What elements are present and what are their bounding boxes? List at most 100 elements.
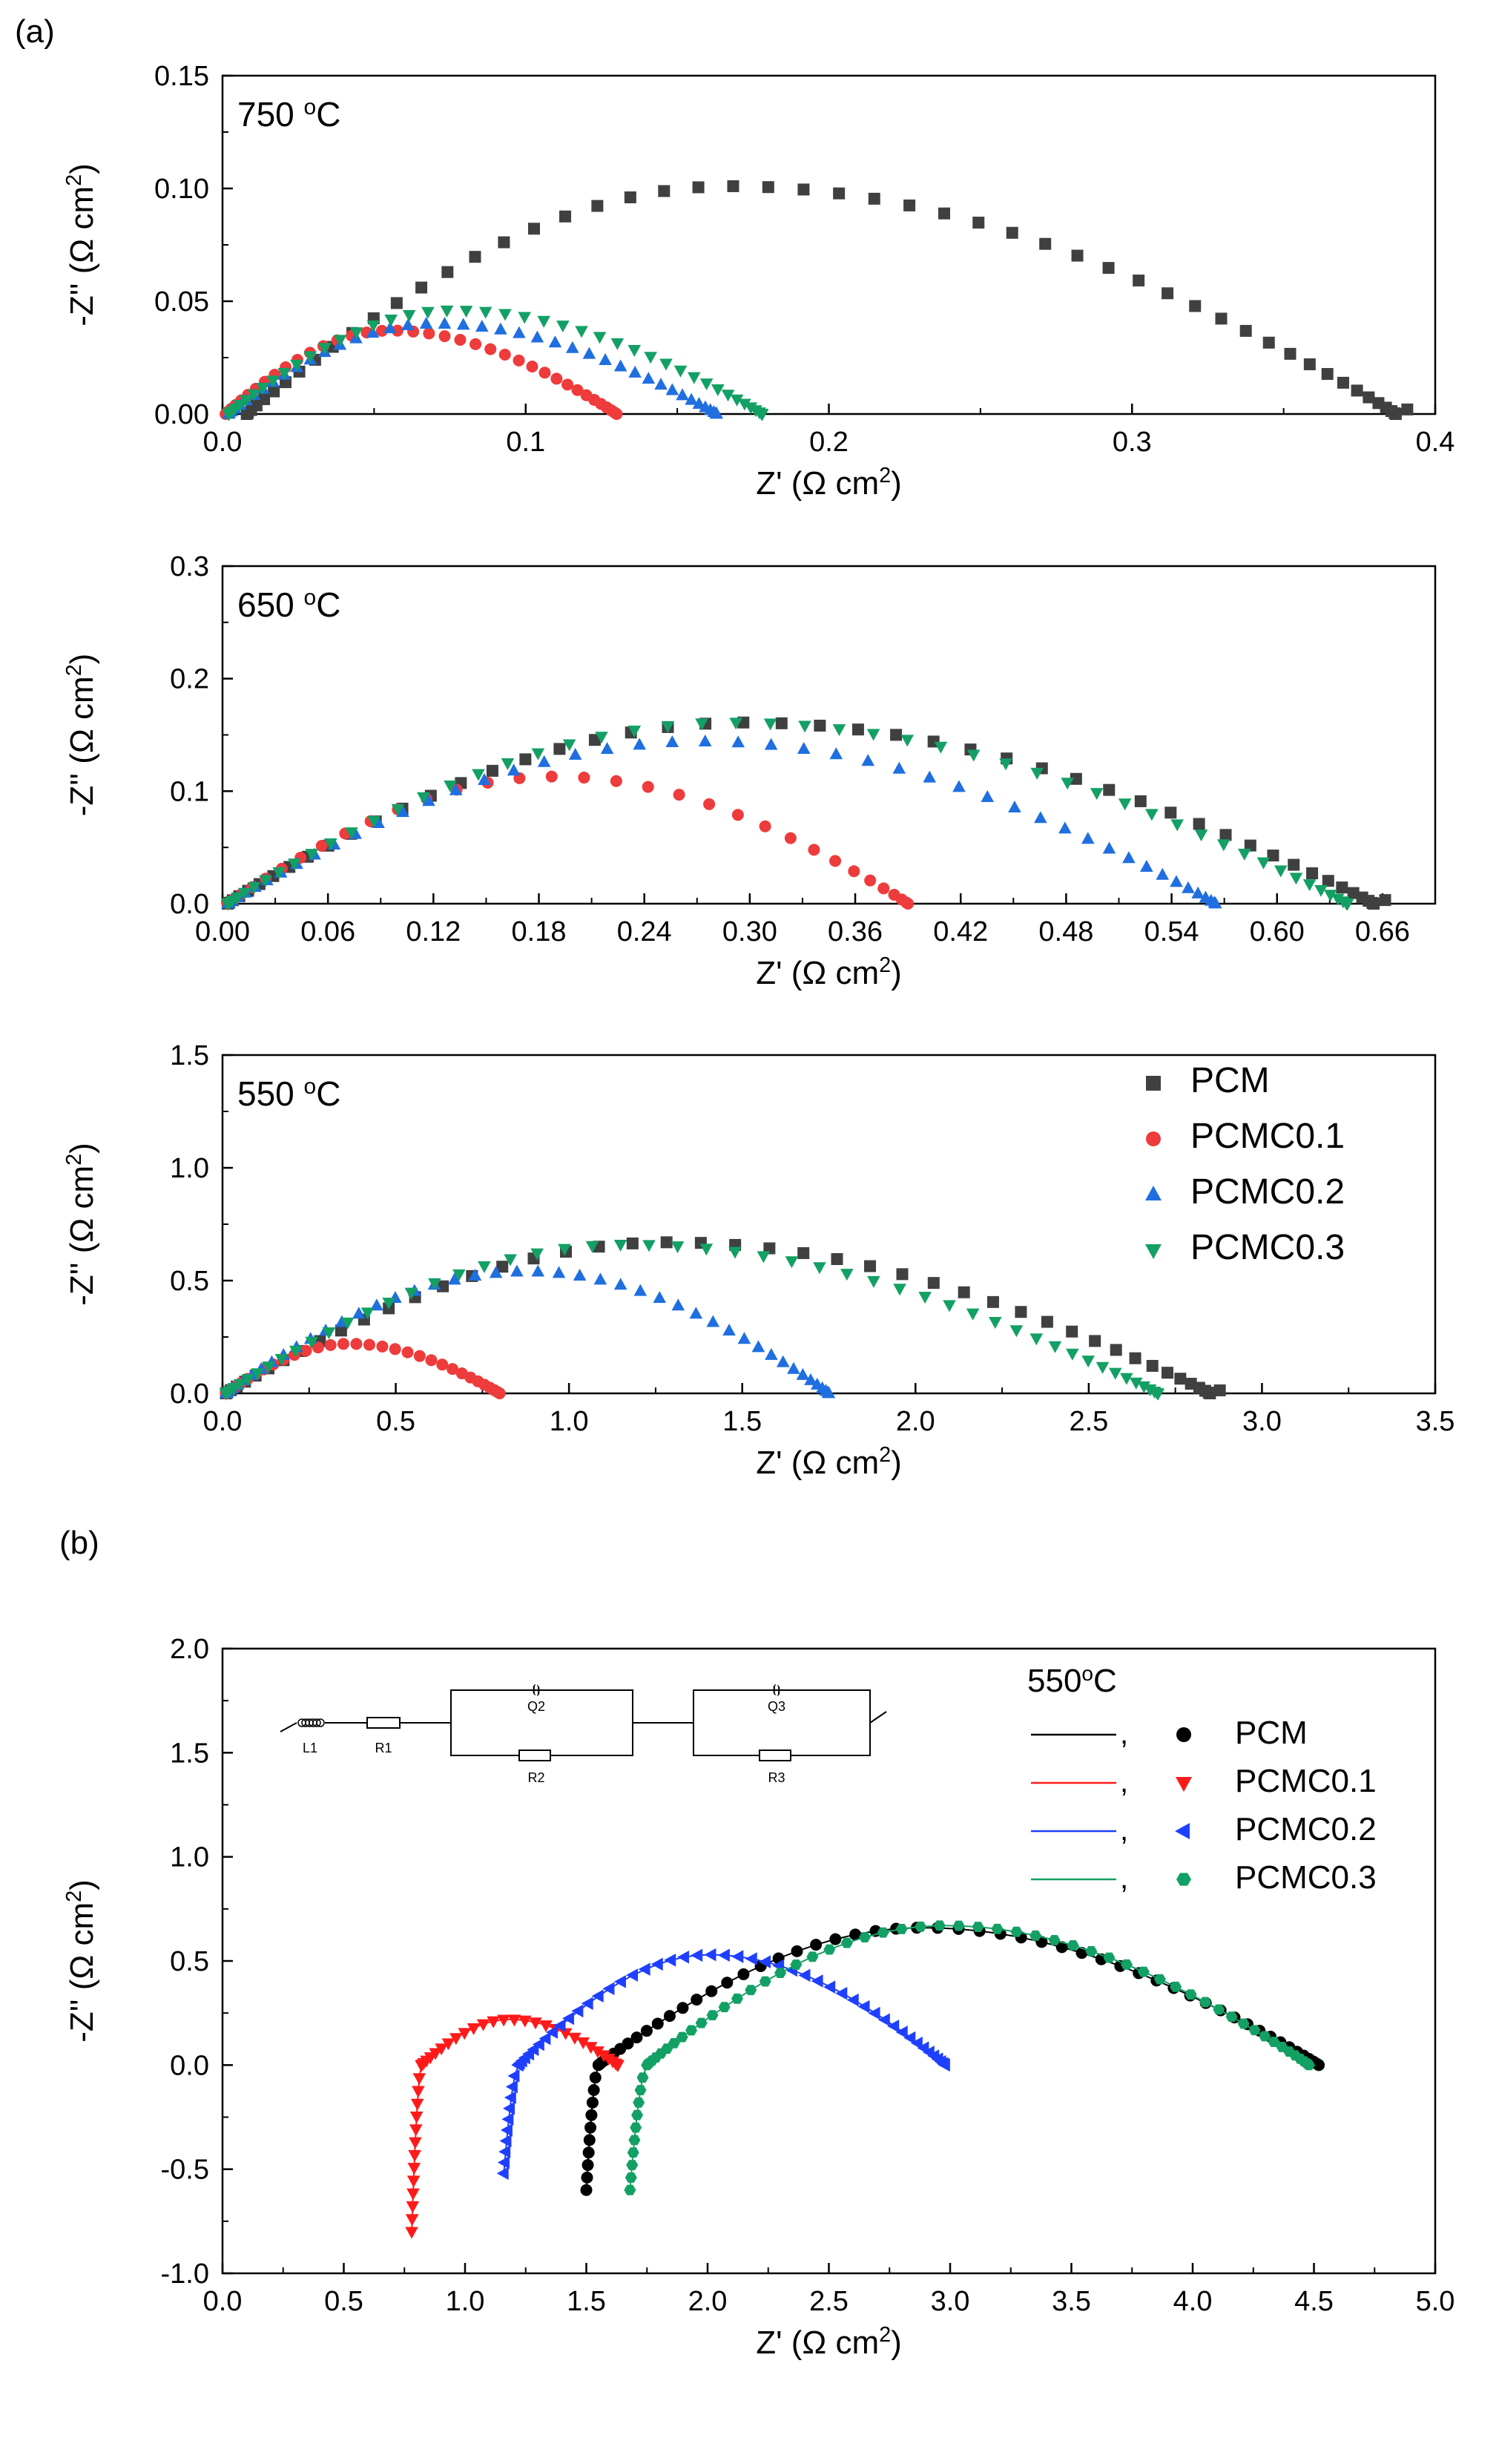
data-point [396,805,409,818]
x-tick-label: 0.36 [828,916,883,947]
data-point [790,1959,803,1970]
data-point [421,306,435,319]
data-point [507,2014,521,2027]
legend-separator: , [1120,1766,1128,1798]
data-point [561,2011,574,2026]
data-point [863,1260,876,1272]
data-point [407,2163,421,2175]
data-point [627,2147,639,2158]
data-point [1029,1930,1042,1941]
legend-label: PCMC0.3 [1190,1228,1345,1267]
plot-frame [221,74,1437,415]
data-point [405,2227,418,2239]
data-point [625,2172,637,2183]
data-point [952,780,966,792]
data-point [711,384,725,397]
data-point [673,365,688,378]
x-tick-label: 3.5 [1052,2286,1091,2317]
data-point [578,772,590,784]
inductor-coil [316,1718,325,1727]
data-point [1071,249,1084,262]
data-point [513,326,526,338]
data-point [539,2020,553,2033]
data-point [952,1920,965,1931]
temperature-title: 550 oC [237,1074,340,1114]
data-point [497,2155,510,2169]
data-point [895,1923,908,1934]
data-point [659,358,673,371]
data-point [1006,226,1018,239]
data-point [636,2072,649,2083]
data-point [568,2032,582,2045]
data-point [813,1262,826,1275]
data-point [476,2019,490,2031]
data-point [822,1386,836,1399]
data-point [763,718,777,731]
data-point [890,729,903,741]
data-point [628,2135,641,2146]
data-point [406,2201,420,2213]
data-point [877,882,890,895]
y-tick-label: 1.5 [170,1738,209,1769]
data-point [811,1974,823,1988]
data-point [1213,2004,1225,2015]
data-point [456,318,470,330]
data-point [305,849,318,861]
data-point [1061,778,1074,790]
legend-title-unit: C [1093,1663,1117,1699]
data-point [402,309,416,322]
data-point [1110,1344,1122,1356]
data-point [531,1264,545,1277]
data-point [500,2123,513,2137]
data-point [1009,1325,1024,1338]
data-point [857,2000,870,2014]
x-tick-label: 0.3 [1113,427,1152,458]
data-point [831,1252,843,1265]
y-tick-label: 0.15 [154,61,209,92]
data-point [738,398,751,411]
data-point [556,321,570,333]
data-point [1213,1384,1226,1396]
data-point [868,2006,880,2020]
y-tick-label: 0.2 [170,664,209,695]
data-point [238,887,251,900]
data-point [1137,1381,1151,1393]
data-point [412,2086,425,2098]
data-point [791,1945,803,1957]
data-point [498,2145,511,2158]
data-point [478,306,492,319]
resistor-r1 [366,1717,401,1729]
data-point [305,1336,318,1349]
data-point [660,1236,673,1249]
data-point [784,832,797,844]
data-point [943,1300,956,1313]
data-point [409,2124,423,2137]
data-point [729,717,742,730]
data-point [1140,859,1153,872]
data-point [1089,1335,1101,1347]
data-point [981,789,995,802]
data-point [1238,848,1251,861]
data-point [498,348,511,361]
data-point [1102,841,1116,854]
data-point [363,1338,375,1351]
circuit-label: Q3 [768,1699,785,1714]
data-point [757,1251,771,1264]
data-point [804,1373,817,1385]
data-point [797,742,811,755]
data-point [785,1256,799,1269]
data-point [290,359,303,372]
data-point [759,1976,771,1987]
data-point [703,798,716,810]
data-point [1389,408,1402,420]
data-point [561,378,574,391]
data-point [478,1261,491,1274]
data-point [755,409,769,421]
x-axis-label: Z' (Ω cm2) [756,1443,902,1481]
x-axis-label-sup: 2 [879,953,891,977]
data-point [548,335,562,348]
data-point [610,775,622,787]
y-tick-label: 0.1 [170,776,209,807]
data-point [737,1332,751,1344]
data-point [1081,1356,1095,1368]
